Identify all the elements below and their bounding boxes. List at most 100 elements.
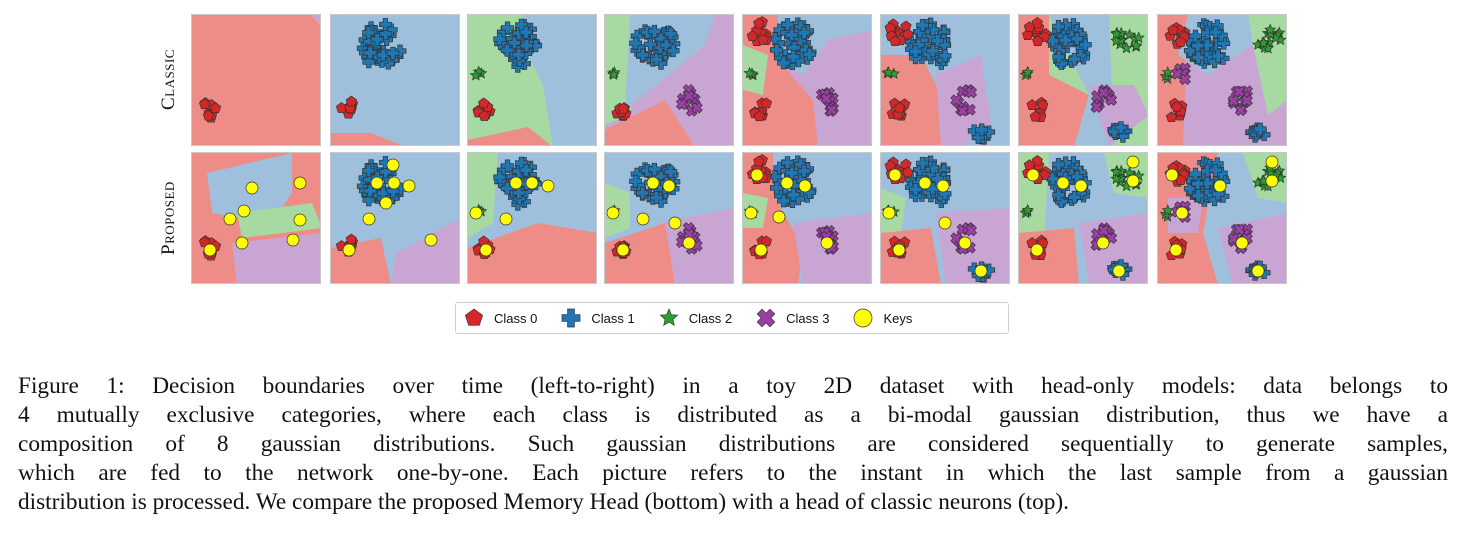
legend-label: Class 3	[786, 310, 830, 326]
class1-marker	[519, 25, 533, 39]
class0-marker	[1175, 36, 1187, 47]
class1-marker	[787, 50, 800, 64]
key-marker	[293, 213, 307, 227]
class1-marker	[777, 56, 790, 70]
key-marker	[1056, 176, 1070, 190]
class3-marker	[965, 86, 978, 99]
legend-label: Keys	[883, 310, 913, 326]
panel-proposed-4	[604, 152, 734, 284]
class0-marker	[617, 102, 630, 114]
key-marker	[616, 243, 630, 257]
class1-marker	[787, 41, 801, 54]
class1-marker	[370, 33, 384, 46]
key-marker	[958, 236, 972, 250]
key-marker	[668, 216, 682, 230]
key-marker	[469, 206, 483, 220]
panel-classic-4	[604, 14, 734, 146]
key-marker	[936, 179, 950, 193]
class1-marker	[1209, 163, 1222, 177]
key-marker	[798, 179, 812, 193]
class2-marker	[1264, 27, 1277, 40]
class1-marker	[379, 27, 392, 41]
legend-item: Keys	[851, 306, 912, 330]
class1-marker	[650, 191, 663, 204]
class0-marker	[753, 17, 765, 29]
region-red	[192, 15, 320, 145]
star-icon	[659, 308, 679, 327]
class1-marker	[376, 48, 390, 62]
class1-marker	[797, 164, 811, 178]
class1-marker	[1052, 188, 1066, 202]
class1-marker	[975, 123, 988, 137]
class2-marker	[1110, 165, 1123, 178]
caption-line: composition of 8 gaussian distributions.…	[18, 431, 1448, 457]
class1-marker	[1191, 51, 1205, 65]
class1-marker	[493, 170, 507, 184]
region-red	[331, 133, 401, 145]
class0-marker	[902, 166, 914, 178]
key-marker	[636, 212, 650, 226]
class1-marker	[803, 47, 816, 61]
class3-marker	[950, 232, 963, 245]
legend: Class 0 Class 1 Class 2 Class 3 Keys	[455, 302, 1009, 334]
key-marker	[379, 196, 393, 210]
class2-marker	[1130, 39, 1143, 51]
class1-marker	[519, 163, 533, 177]
class1-marker	[916, 157, 929, 170]
class1-marker	[363, 184, 377, 198]
class0-marker	[902, 28, 914, 40]
class1-marker	[785, 166, 799, 180]
x-icon	[756, 308, 776, 328]
panel-classic-5	[742, 14, 872, 146]
class1-marker	[797, 26, 811, 40]
key-marker	[888, 168, 902, 182]
key-marker	[342, 243, 356, 257]
class1-marker	[664, 165, 678, 179]
class2-marker	[1161, 66, 1174, 78]
class2-marker	[469, 68, 482, 81]
key-marker	[235, 236, 249, 250]
key-marker	[974, 264, 988, 278]
class1-marker	[1253, 122, 1267, 136]
class1-marker	[1052, 50, 1066, 64]
key-marker	[1096, 236, 1110, 250]
region-red	[468, 223, 596, 283]
class1-marker	[666, 44, 680, 58]
caption-line: distribution is processed. We compare th…	[18, 489, 1069, 515]
class1-marker	[938, 187, 952, 201]
key-marker	[780, 176, 794, 190]
key-marker	[370, 176, 384, 190]
class0-marker	[1023, 21, 1036, 32]
class1-marker	[493, 32, 507, 46]
key-marker	[606, 206, 620, 220]
legend-item: Class 2	[657, 306, 732, 330]
region-purple	[232, 233, 320, 283]
class0-marker	[1032, 35, 1044, 46]
class1-marker	[926, 44, 940, 58]
class1-marker	[379, 18, 392, 31]
class0-marker	[753, 110, 766, 122]
class2-marker	[1110, 172, 1123, 185]
legend-item: Class 0	[462, 306, 537, 330]
class1-marker	[648, 162, 661, 176]
panel-classic-2	[330, 14, 460, 146]
key-marker	[682, 236, 696, 250]
class1-marker	[644, 38, 657, 51]
class1-marker	[650, 53, 663, 66]
class0-marker	[1022, 29, 1034, 40]
class1-marker	[386, 46, 400, 60]
key-marker	[1175, 206, 1189, 220]
region-red	[1019, 228, 1079, 283]
class0-marker	[202, 109, 215, 121]
class2-marker	[882, 66, 895, 78]
key-marker	[1265, 155, 1279, 169]
class1-marker	[1068, 190, 1081, 204]
class0-marker	[478, 97, 490, 109]
class2-marker	[1264, 165, 1277, 178]
region-purple	[391, 219, 459, 283]
class1-marker	[629, 36, 642, 50]
class0-marker	[753, 155, 765, 167]
class3-marker	[1097, 224, 1110, 237]
class0-marker	[893, 101, 906, 113]
class2-marker	[1021, 203, 1034, 216]
